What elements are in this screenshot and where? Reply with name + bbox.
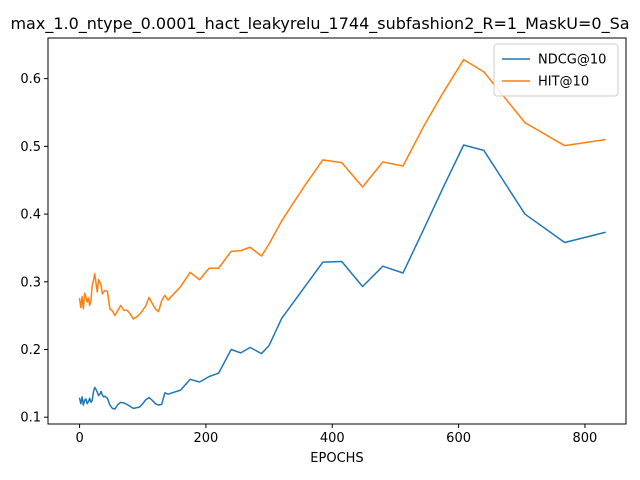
x-tick-label: 0 — [75, 431, 83, 446]
x-axis-ticks: 0 200 400 600 800 — [75, 424, 597, 446]
legend-box — [493, 43, 619, 97]
legend: NDCG@10 HIT@10 — [493, 43, 619, 97]
x-tick-label: 600 — [446, 431, 471, 446]
y-tick-label: 0.1 — [20, 411, 41, 426]
x-axis-label: EPOCHS — [310, 451, 363, 466]
series-line-ndcg-10 — [78, 144, 606, 410]
plot-frame — [47, 37, 627, 425]
legend-label: HIT@10 — [538, 75, 589, 90]
y-tick-label: 0.6 — [20, 72, 41, 87]
x-tick-label: 800 — [573, 431, 598, 446]
chart-title: max_1.0_ntype_0.0001_hact_leakyrelu_1744… — [10, 14, 629, 34]
legend-label: NDCG@10 — [538, 53, 606, 68]
y-tick-label: 0.5 — [20, 140, 41, 155]
plot-area — [48, 38, 626, 424]
x-tick-label: 400 — [320, 431, 345, 446]
y-tick-label: 0.3 — [20, 275, 41, 290]
series-lines — [78, 58, 606, 410]
series-line-hit-10 — [78, 58, 606, 320]
x-tick-label: 200 — [194, 431, 219, 446]
y-tick-label: 0.4 — [20, 208, 41, 223]
y-axis-ticks: 0.1 0.2 0.3 0.4 0.5 0.6 — [20, 72, 48, 426]
y-tick-label: 0.2 — [20, 343, 41, 358]
